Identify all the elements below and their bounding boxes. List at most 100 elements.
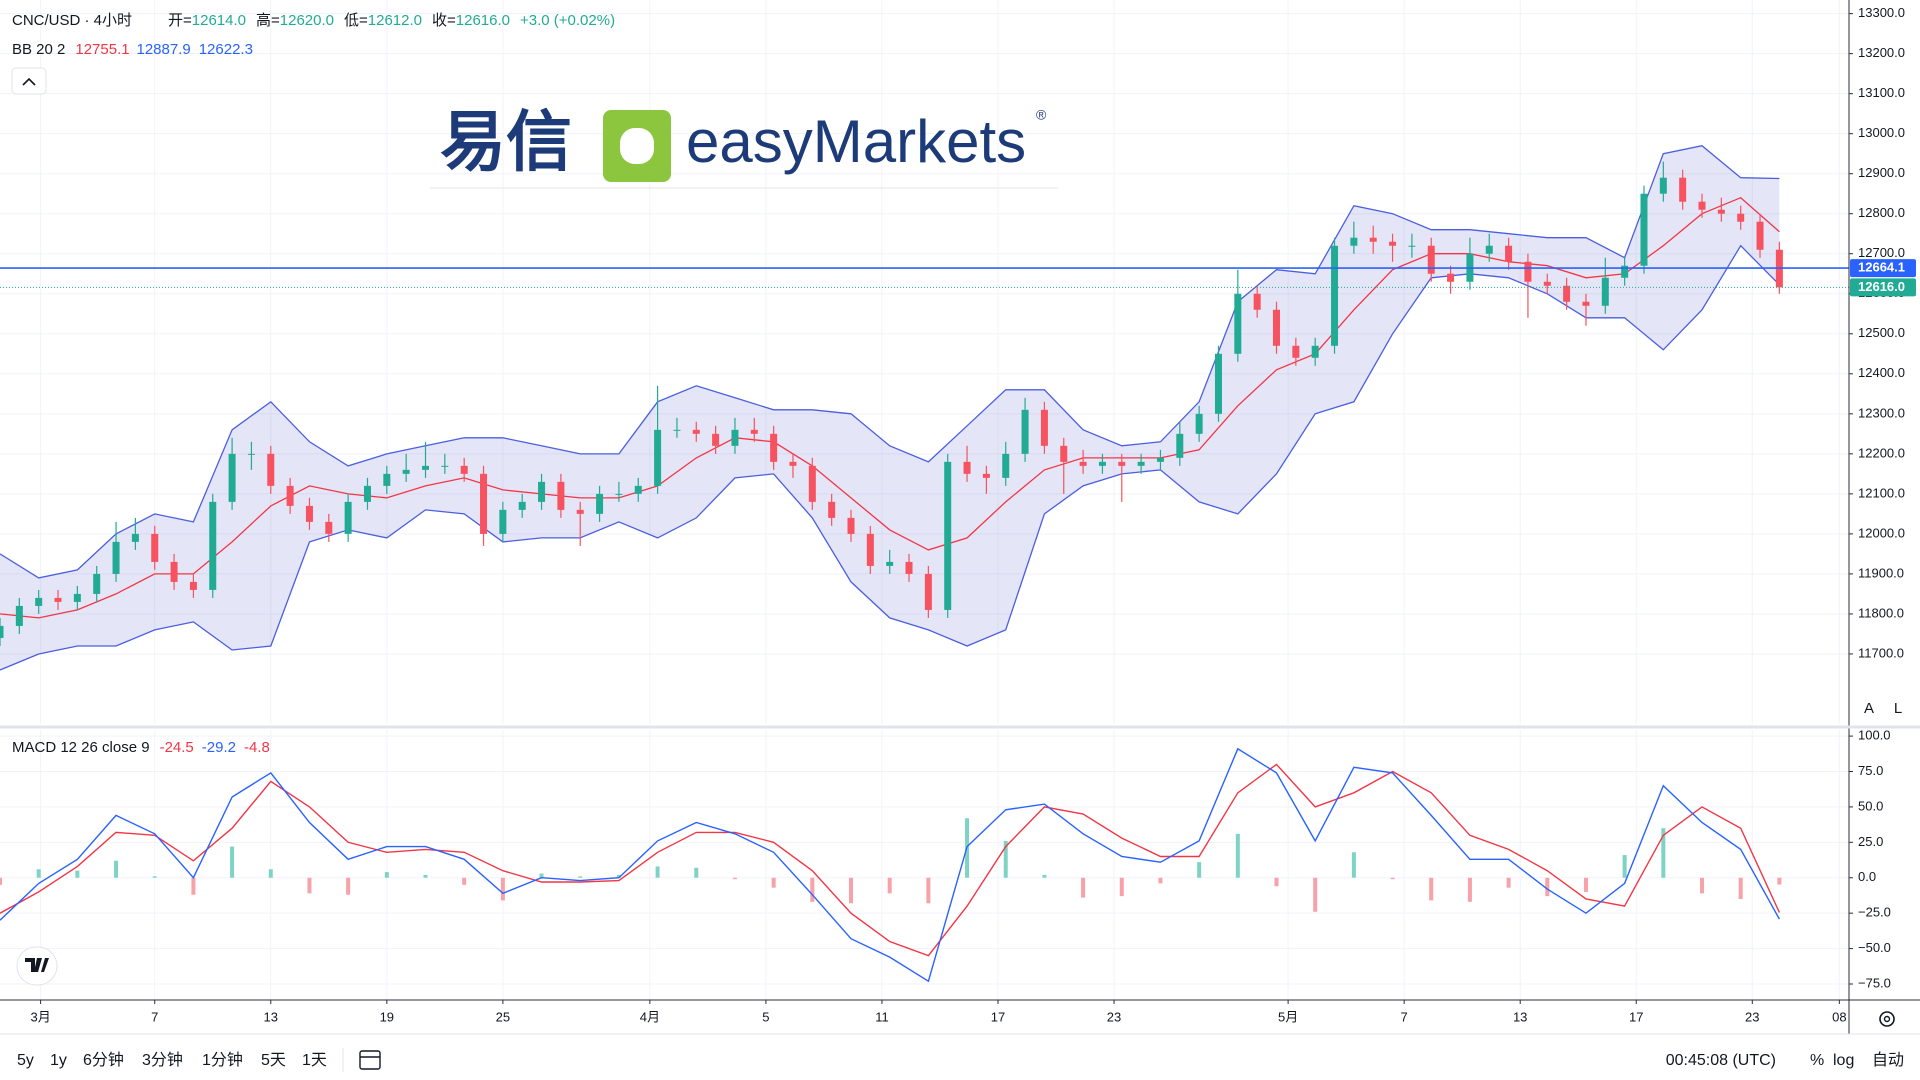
candle-body bbox=[209, 501, 217, 590]
range-button[interactable]: 1分钟 bbox=[202, 1051, 243, 1069]
histogram-bar bbox=[1467, 877, 1472, 902]
scale-option[interactable]: 自动 bbox=[1872, 1051, 1904, 1069]
candle-body bbox=[1369, 237, 1377, 242]
date-range-button[interactable] bbox=[359, 1050, 381, 1070]
candle-body bbox=[151, 533, 159, 562]
y-tick-label: 12700.0 bbox=[1858, 245, 1905, 260]
range-button[interactable]: 1y bbox=[50, 1052, 67, 1069]
auto-scale-button[interactable]: A bbox=[1864, 700, 1874, 717]
candle-body bbox=[1524, 261, 1532, 282]
candle-body bbox=[1311, 345, 1319, 358]
histogram-bar bbox=[1506, 877, 1511, 888]
candle-body bbox=[325, 521, 333, 534]
x-tick-label: 7 bbox=[151, 1009, 158, 1024]
ohlc-label: 开= bbox=[168, 12, 192, 29]
tradingview-logo[interactable] bbox=[16, 946, 58, 986]
macd-line bbox=[0, 747, 1781, 983]
candle-body bbox=[866, 533, 874, 566]
range-button[interactable]: 5天 bbox=[261, 1052, 286, 1069]
candle-body bbox=[750, 429, 758, 434]
range-button[interactable]: 5y bbox=[17, 1052, 34, 1069]
histogram-bar bbox=[114, 860, 119, 878]
symbol-title: CNC/USD · 4小时 bbox=[12, 12, 132, 29]
price-tag-label: 12664.1 bbox=[1858, 260, 1905, 275]
ohlc-label: 高= bbox=[256, 12, 280, 29]
scale-option[interactable]: % bbox=[1810, 1052, 1824, 1069]
y-tick-label: 13100.0 bbox=[1858, 85, 1905, 100]
y-tick-label: 12500.0 bbox=[1858, 325, 1905, 340]
candle-body bbox=[170, 561, 178, 582]
candle-body bbox=[1679, 177, 1687, 202]
settings-button[interactable] bbox=[1879, 1011, 1895, 1027]
candle-body bbox=[1214, 353, 1222, 414]
axes-layer: 11700.0 11800.0 11900.0 12000.0 12100.0 12200… bbox=[30, 5, 1916, 1024]
candle-body bbox=[402, 469, 410, 474]
candle-body bbox=[363, 485, 371, 502]
candle-body bbox=[712, 433, 720, 446]
candle-body bbox=[1485, 245, 1493, 254]
candle-body bbox=[924, 573, 932, 610]
histogram-bar bbox=[810, 877, 815, 902]
candle-body bbox=[905, 561, 913, 574]
price-tag-label: 12616.0 bbox=[1858, 279, 1905, 294]
candle-body bbox=[557, 481, 565, 510]
candle-body bbox=[1331, 245, 1339, 346]
collapse-button[interactable] bbox=[11, 67, 47, 95]
histogram-bar bbox=[1119, 877, 1124, 897]
histogram-bar bbox=[1622, 855, 1627, 878]
scale-option[interactable]: log bbox=[1833, 1052, 1854, 1069]
y-tick-label: 50.0 bbox=[1858, 798, 1883, 813]
candle-body bbox=[499, 509, 507, 534]
y-tick-label: 11900.0 bbox=[1858, 565, 1904, 580]
ohlc-value: 12616.0 bbox=[456, 12, 510, 29]
histogram-bar bbox=[539, 873, 544, 878]
bb-upper-value: 12887.9 bbox=[136, 41, 190, 58]
range-button[interactable]: 1天 bbox=[302, 1052, 327, 1069]
x-tick-label: 13 bbox=[1513, 1009, 1527, 1024]
candle-body bbox=[1060, 445, 1068, 462]
candle-body bbox=[692, 429, 700, 434]
candle-body bbox=[305, 505, 313, 522]
y-tick-label: 13200.0 bbox=[1858, 45, 1905, 60]
histogram-bar bbox=[75, 870, 80, 878]
candle-body bbox=[112, 541, 120, 574]
histogram-bar bbox=[1661, 828, 1666, 878]
range-button[interactable]: 3分钟 bbox=[142, 1051, 183, 1069]
candle-body bbox=[673, 429, 681, 431]
y-tick-label: 100.0 bbox=[1858, 728, 1891, 743]
candle-body bbox=[1505, 245, 1513, 262]
collapse-button-box[interactable] bbox=[11, 67, 47, 95]
bottom-toolbar: 00:45:08 (UTC) 5y 1y 6分钟 3分钟 1分钟 5天 1天% log 自动 bbox=[17, 1048, 1904, 1072]
logo-dot bbox=[620, 128, 654, 164]
y-tick-label: 11700.0 bbox=[1858, 645, 1904, 660]
y-tick-label: 12900.0 bbox=[1858, 165, 1905, 180]
x-tick-label: 11 bbox=[875, 1009, 889, 1024]
collapse-icon bbox=[22, 77, 36, 86]
histogram-bar bbox=[1583, 877, 1588, 892]
log-scale-button[interactable]: L bbox=[1894, 700, 1902, 717]
x-tick-label: 17 bbox=[991, 1009, 1005, 1024]
bb-upper-line bbox=[0, 145, 1780, 579]
macd-label: MACD 12 26 close 9 bbox=[12, 739, 150, 756]
histogram-bar bbox=[500, 877, 505, 901]
histogram-bar bbox=[732, 877, 737, 880]
candle-body bbox=[770, 433, 778, 462]
candle-body bbox=[576, 509, 584, 514]
candle-body bbox=[1756, 221, 1764, 250]
candle-body bbox=[1292, 345, 1300, 358]
bb-label: BB 20 2 bbox=[12, 41, 65, 58]
ohlc-value: 12612.0 bbox=[368, 12, 422, 29]
y-tick-label: 12400.0 bbox=[1858, 365, 1905, 380]
range-button[interactable]: 6分钟 bbox=[83, 1051, 124, 1069]
candle-body bbox=[54, 597, 62, 602]
candle-body bbox=[286, 485, 294, 506]
histogram-bar bbox=[346, 877, 351, 895]
candle-body bbox=[963, 461, 971, 474]
histogram-bar bbox=[268, 869, 273, 878]
histogram-bar bbox=[1738, 877, 1743, 899]
candle-body bbox=[131, 533, 139, 542]
candle-body bbox=[1002, 453, 1010, 478]
ohlc-value: 12614.0 bbox=[192, 12, 246, 29]
histogram-bar bbox=[1777, 877, 1782, 885]
